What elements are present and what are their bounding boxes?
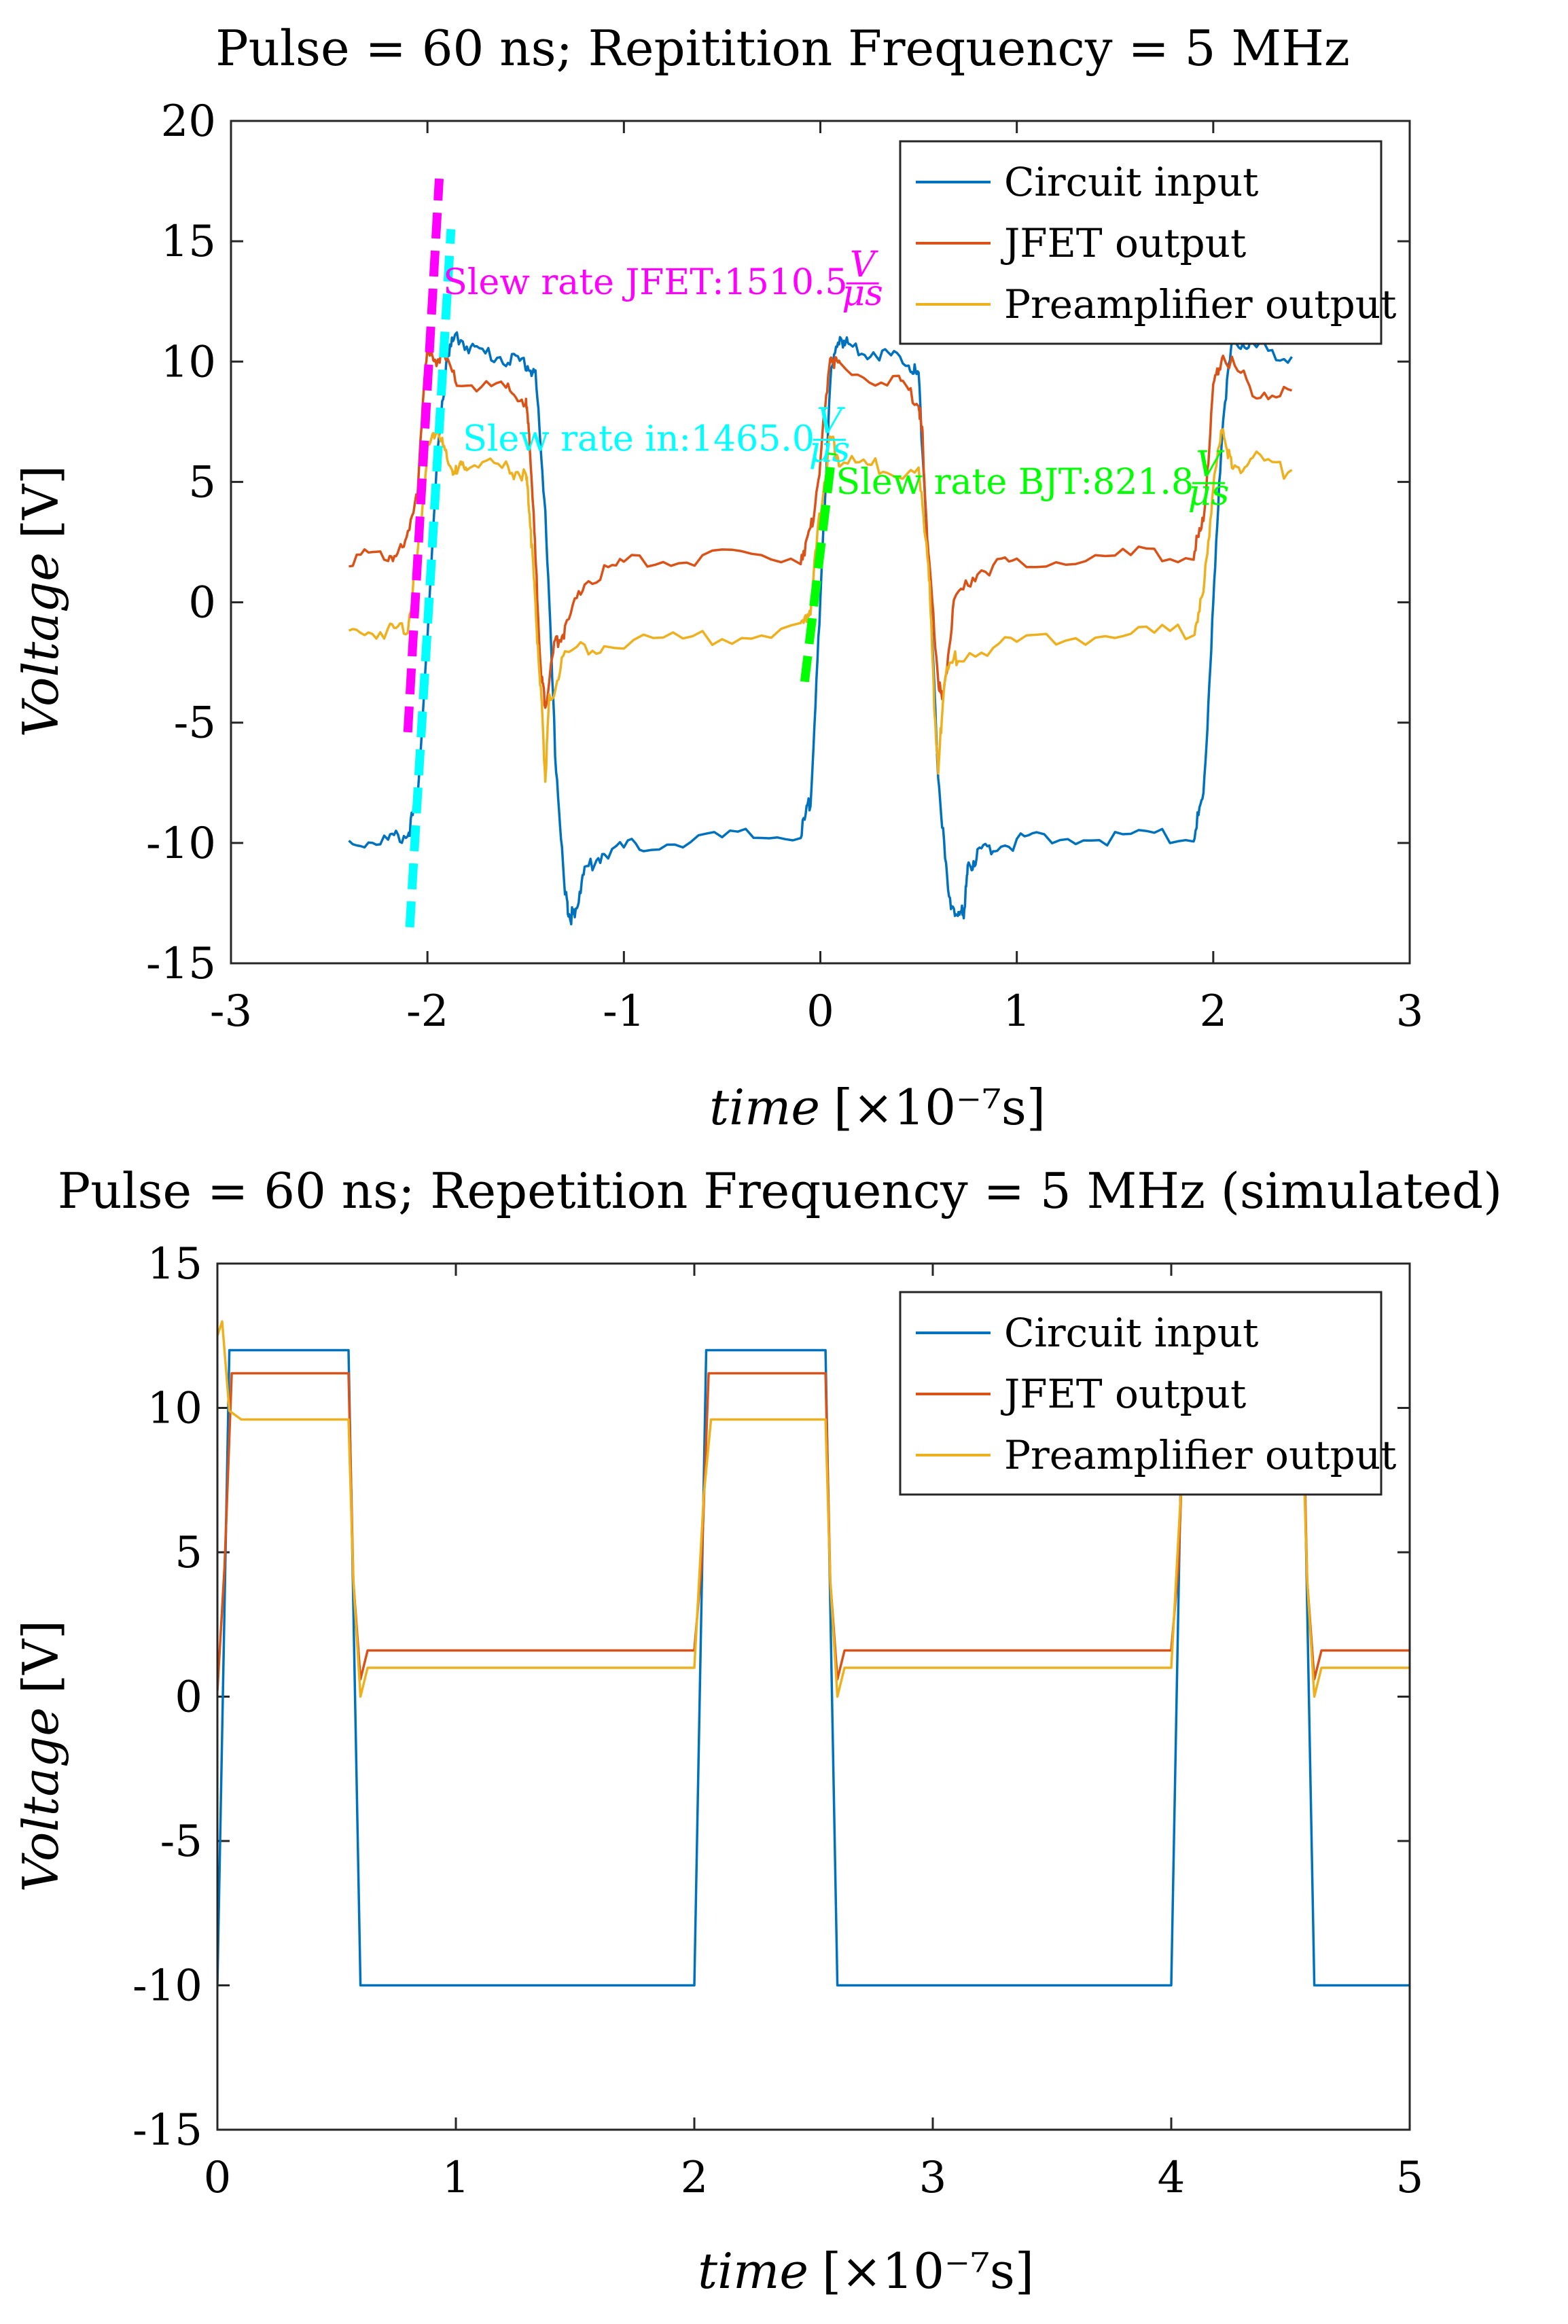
x-tick-label: 4 (1158, 2153, 1186, 2203)
chart-simulated: Pulse = 60 ns; Repetition Frequency = 5 … (12, 1162, 1502, 2300)
fit-line-slew-rate-in (405, 229, 456, 928)
y-tick-label: 5 (175, 1528, 202, 1578)
y-axis-label: Voltage [V] (12, 1620, 69, 1893)
annotation-unit-den: μs (1188, 473, 1229, 514)
x-tick-label: 1 (1003, 986, 1031, 1037)
annotation-unit-num: V (817, 401, 845, 442)
y-tick-label: 20 (161, 96, 216, 147)
x-axis-label-unit: [×10⁻⁷s] (834, 1079, 1046, 1136)
y-tick-label: -10 (146, 819, 216, 869)
legend-label-preamp: Preamplifier output (1004, 281, 1396, 327)
y-tick-label: -10 (132, 1961, 202, 2012)
x-tick-label: 2 (681, 2153, 709, 2203)
legend-label-preamp: Preamplifier output (1004, 1432, 1396, 1478)
annotation-unit-num: V (1196, 444, 1224, 485)
legend: Circuit input JFET output Preamplifier o… (899, 1291, 1396, 1496)
x-tick-label: -2 (406, 986, 448, 1037)
axes-box (230, 120, 1411, 965)
fit-line-slew-rate-bjt (800, 452, 837, 683)
series-line-preamplifier-output (348, 428, 1293, 783)
y-axis-label-unit: [V] (12, 465, 69, 539)
y-tick-labels: -15 -10 -5 0 5 10 15 20 (146, 96, 216, 989)
y-tick-label: -15 (132, 2105, 202, 2156)
legend-label-input: Circuit input (1004, 159, 1258, 205)
x-tick-label: -1 (603, 986, 645, 1037)
annotation-label: Slew rate JFET:1510.5 (443, 262, 847, 303)
x-axis-label-unit: [×10⁻⁷s] (822, 2242, 1034, 2300)
axes-box (216, 1262, 1411, 2131)
y-axis-label-unit: [V] (12, 1620, 69, 1694)
y-tick-label: 0 (175, 1673, 202, 1723)
x-axis-label-var: time (698, 2242, 808, 2300)
x-axis-label: time [×10⁻⁷s] (698, 2242, 1034, 2300)
x-axis-label-var: time (709, 1079, 820, 1136)
y-tick-label: 15 (161, 217, 216, 267)
annotation-unit-num: V (850, 245, 878, 285)
annotation-label: Slew rate BJT:821.8 (836, 462, 1194, 503)
series-line-jfet-output (349, 345, 1293, 709)
x-tick-label: 1 (442, 2153, 470, 2203)
x-tick-labels: -3 -2 -1 0 1 2 3 (210, 986, 1424, 1037)
x-tick-label: 2 (1199, 986, 1227, 1037)
data-lines (348, 331, 1293, 926)
y-axis-label-var: Voltage (12, 1707, 69, 1892)
legend-label-jfet: JFET output (1001, 1371, 1246, 1417)
x-tick-labels: 0 1 2 3 4 5 (204, 2153, 1424, 2203)
annotation-unit-den: μs (809, 429, 850, 470)
y-tick-label: -15 (146, 939, 216, 989)
x-tick-label: 5 (1396, 2153, 1424, 2203)
y-axis-label: Voltage [V] (12, 465, 69, 738)
series-line-circuit-input (348, 331, 1293, 926)
x-tick-label: 3 (1396, 986, 1424, 1037)
y-tick-label: 15 (147, 1239, 202, 1289)
y-tick-label: -5 (160, 1817, 202, 1867)
fit-line-slew-rate-jfet (403, 178, 444, 733)
legend-label-jfet: JFET output (1001, 220, 1246, 266)
legend-label-input: Circuit input (1004, 1310, 1258, 1356)
chart-measured: Pulse = 60 ns; Repitition Frequency = 5 … (12, 20, 1423, 1136)
x-tick-label: 0 (806, 986, 834, 1037)
x-tick-label: 3 (919, 2153, 947, 2203)
y-axis-label-var: Voltage (12, 552, 69, 737)
y-tick-labels: -15 -10 -5 0 5 10 15 (132, 1239, 202, 2156)
annotation-unit-den: μs (842, 273, 883, 314)
y-tick-label: 10 (147, 1384, 202, 1434)
slew-rate-fit-lines (403, 178, 837, 928)
y-tick-label: -5 (174, 698, 216, 749)
x-axis-label: time [×10⁻⁷s] (709, 1079, 1046, 1136)
y-tick-label: 0 (188, 578, 216, 628)
x-tick-label: 0 (204, 2153, 232, 2203)
annotation-label: Slew rate in:1465.0 (463, 418, 815, 459)
y-tick-label: 5 (188, 457, 216, 507)
y-tick-label: 10 (161, 337, 216, 387)
x-tick-label: -3 (210, 986, 252, 1037)
legend: Circuit input JFET output Preamplifier o… (899, 140, 1396, 345)
chart-title: Pulse = 60 ns; Repitition Frequency = 5 … (215, 20, 1350, 77)
chart-title: Pulse = 60 ns; Repetition Frequency = 5 … (58, 1162, 1502, 1219)
